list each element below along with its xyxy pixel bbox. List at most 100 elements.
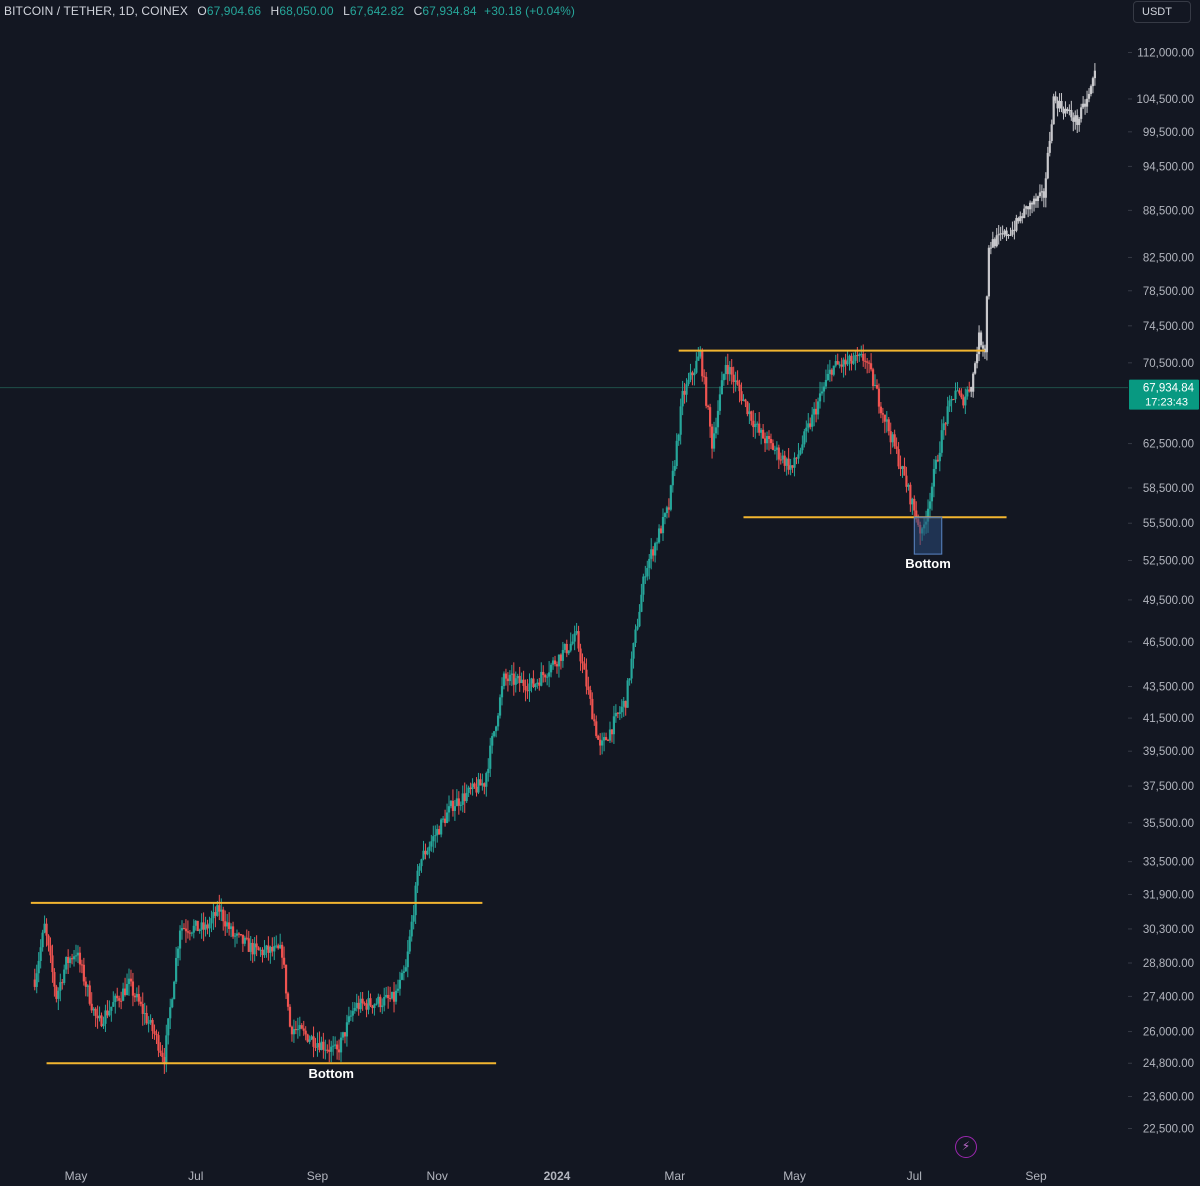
projection-candle bbox=[1048, 131, 1051, 157]
candle-body bbox=[913, 498, 916, 511]
projection-candle bbox=[1023, 204, 1026, 219]
candle bbox=[67, 949, 70, 974]
candle bbox=[493, 731, 496, 738]
candle-body bbox=[624, 700, 627, 708]
candle-body bbox=[86, 985, 89, 987]
candle-body bbox=[231, 926, 235, 937]
candle-body bbox=[559, 654, 563, 661]
candle bbox=[652, 546, 655, 562]
candle-body bbox=[962, 397, 965, 406]
candle bbox=[604, 732, 608, 741]
candle bbox=[769, 433, 773, 450]
x-axis[interactable]: May Jul Sep Nov 2024 Mar May Jul Sep bbox=[65, 1169, 1047, 1183]
candle-body bbox=[400, 973, 403, 980]
candle bbox=[310, 1034, 313, 1041]
candle bbox=[834, 354, 837, 368]
candle-body bbox=[1093, 70, 1096, 79]
candle-body bbox=[820, 391, 824, 394]
candle-body bbox=[585, 669, 588, 687]
candle-body bbox=[143, 1013, 146, 1015]
candle-body bbox=[108, 1010, 111, 1016]
candle bbox=[875, 379, 879, 390]
candle-body bbox=[489, 745, 492, 769]
candle bbox=[49, 937, 52, 964]
candle-body bbox=[275, 945, 278, 947]
candle-body bbox=[1019, 216, 1022, 222]
candle-body bbox=[763, 438, 767, 444]
candle bbox=[498, 694, 502, 719]
candle bbox=[909, 482, 912, 512]
candle bbox=[756, 421, 759, 433]
x-tick-label: Jul bbox=[188, 1169, 203, 1183]
candle-body bbox=[583, 663, 586, 670]
candle-body bbox=[889, 431, 892, 443]
candle bbox=[430, 834, 433, 852]
candle bbox=[114, 993, 117, 1014]
candle-body bbox=[37, 960, 40, 974]
candle-body bbox=[728, 367, 731, 375]
candle bbox=[869, 353, 873, 372]
candle bbox=[224, 910, 227, 936]
candle bbox=[777, 444, 780, 470]
candle-body bbox=[449, 800, 453, 807]
candle-body bbox=[871, 369, 875, 387]
projection-candle bbox=[1066, 107, 1069, 114]
candle bbox=[536, 678, 539, 689]
candle-body bbox=[424, 850, 427, 855]
candle-body bbox=[524, 685, 527, 691]
candle-body bbox=[447, 806, 451, 813]
candle-body bbox=[1064, 108, 1067, 114]
candle-body bbox=[165, 1035, 168, 1065]
candle bbox=[163, 1047, 166, 1074]
candle-body bbox=[184, 928, 188, 932]
candle bbox=[730, 359, 733, 385]
candle-body bbox=[263, 949, 266, 956]
candle-body bbox=[995, 235, 998, 247]
candle-body bbox=[746, 401, 749, 415]
candle bbox=[771, 439, 775, 451]
candle-body bbox=[510, 673, 513, 675]
candle-body bbox=[1011, 229, 1014, 235]
candle bbox=[585, 658, 588, 695]
candle-body bbox=[553, 660, 557, 665]
close-value: 67,934.84 bbox=[422, 4, 477, 18]
candle-body bbox=[1029, 202, 1032, 210]
lightning-icon[interactable]: ⚡ bbox=[955, 1136, 977, 1158]
candle-body bbox=[738, 384, 741, 392]
candle-body bbox=[964, 396, 967, 406]
candle-body bbox=[194, 920, 197, 926]
candle bbox=[263, 940, 266, 958]
candle bbox=[799, 447, 802, 456]
candle-body bbox=[491, 736, 494, 746]
candle bbox=[359, 992, 362, 1013]
candle-body bbox=[61, 982, 64, 984]
candle bbox=[104, 1004, 107, 1033]
candle-body bbox=[575, 631, 578, 634]
candle-body bbox=[1080, 107, 1083, 119]
candle bbox=[748, 403, 751, 425]
candle bbox=[895, 437, 898, 454]
candle-body bbox=[630, 658, 633, 679]
candle bbox=[573, 625, 576, 651]
candle-body bbox=[722, 374, 725, 381]
candle bbox=[265, 944, 268, 958]
candle bbox=[599, 733, 602, 756]
y-axis[interactable]: 112,000.00 104,500.00 99,500.00 94,500.00 88… bbox=[1128, 48, 1194, 1136]
candle-body bbox=[960, 393, 963, 398]
candle bbox=[650, 538, 653, 570]
candle bbox=[229, 923, 233, 938]
candle-body bbox=[1062, 108, 1065, 114]
candle-body bbox=[634, 629, 637, 643]
candle bbox=[94, 1007, 97, 1027]
candle-body bbox=[667, 507, 670, 510]
candle bbox=[820, 382, 824, 396]
candle bbox=[964, 388, 967, 414]
candle-body bbox=[989, 247, 992, 249]
y-tick-label: 46,500.00 bbox=[1143, 637, 1194, 649]
candle bbox=[334, 1036, 337, 1050]
candle bbox=[355, 993, 358, 1012]
currency-button[interactable]: USDT bbox=[1133, 1, 1191, 23]
candle-body bbox=[284, 964, 288, 994]
y-tick-label: 43,500.00 bbox=[1143, 682, 1194, 694]
